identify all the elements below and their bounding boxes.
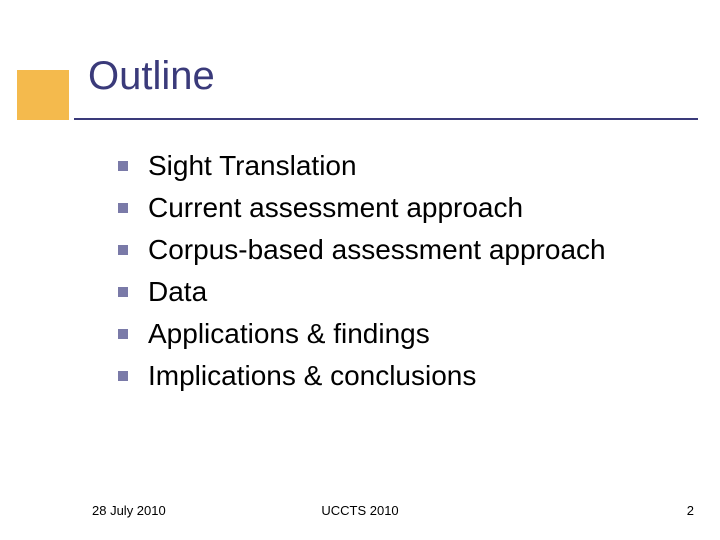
- title-underline: [74, 118, 698, 120]
- slide: Outline Sight Translation Current assessm…: [0, 0, 720, 540]
- bullet-square-icon: [118, 287, 128, 297]
- list-item: Implications & conclusions: [118, 360, 606, 392]
- list-item-label: Applications & findings: [148, 318, 430, 350]
- bullet-square-icon: [118, 203, 128, 213]
- list-item: Sight Translation: [118, 150, 606, 182]
- bullet-square-icon: [118, 329, 128, 339]
- bullet-list: Sight Translation Current assessment appr…: [118, 150, 606, 392]
- list-item-label: Data: [148, 276, 207, 308]
- footer-page-number: 2: [687, 503, 694, 518]
- list-item-label: Implications & conclusions: [148, 360, 476, 392]
- slide-title: Outline: [88, 54, 215, 99]
- list-item: Data: [118, 276, 606, 308]
- title-accent-rectangle: [17, 70, 69, 120]
- list-item: Corpus-based assessment approach: [118, 234, 606, 266]
- footer-conference: UCCTS 2010: [0, 503, 720, 518]
- bullet-square-icon: [118, 245, 128, 255]
- list-item: Current assessment approach: [118, 192, 606, 224]
- bullet-square-icon: [118, 161, 128, 171]
- list-item: Applications & findings: [118, 318, 606, 350]
- bullet-square-icon: [118, 371, 128, 381]
- list-item-label: Current assessment approach: [148, 192, 523, 224]
- list-item-label: Sight Translation: [148, 150, 357, 182]
- list-item-label: Corpus-based assessment approach: [148, 234, 606, 266]
